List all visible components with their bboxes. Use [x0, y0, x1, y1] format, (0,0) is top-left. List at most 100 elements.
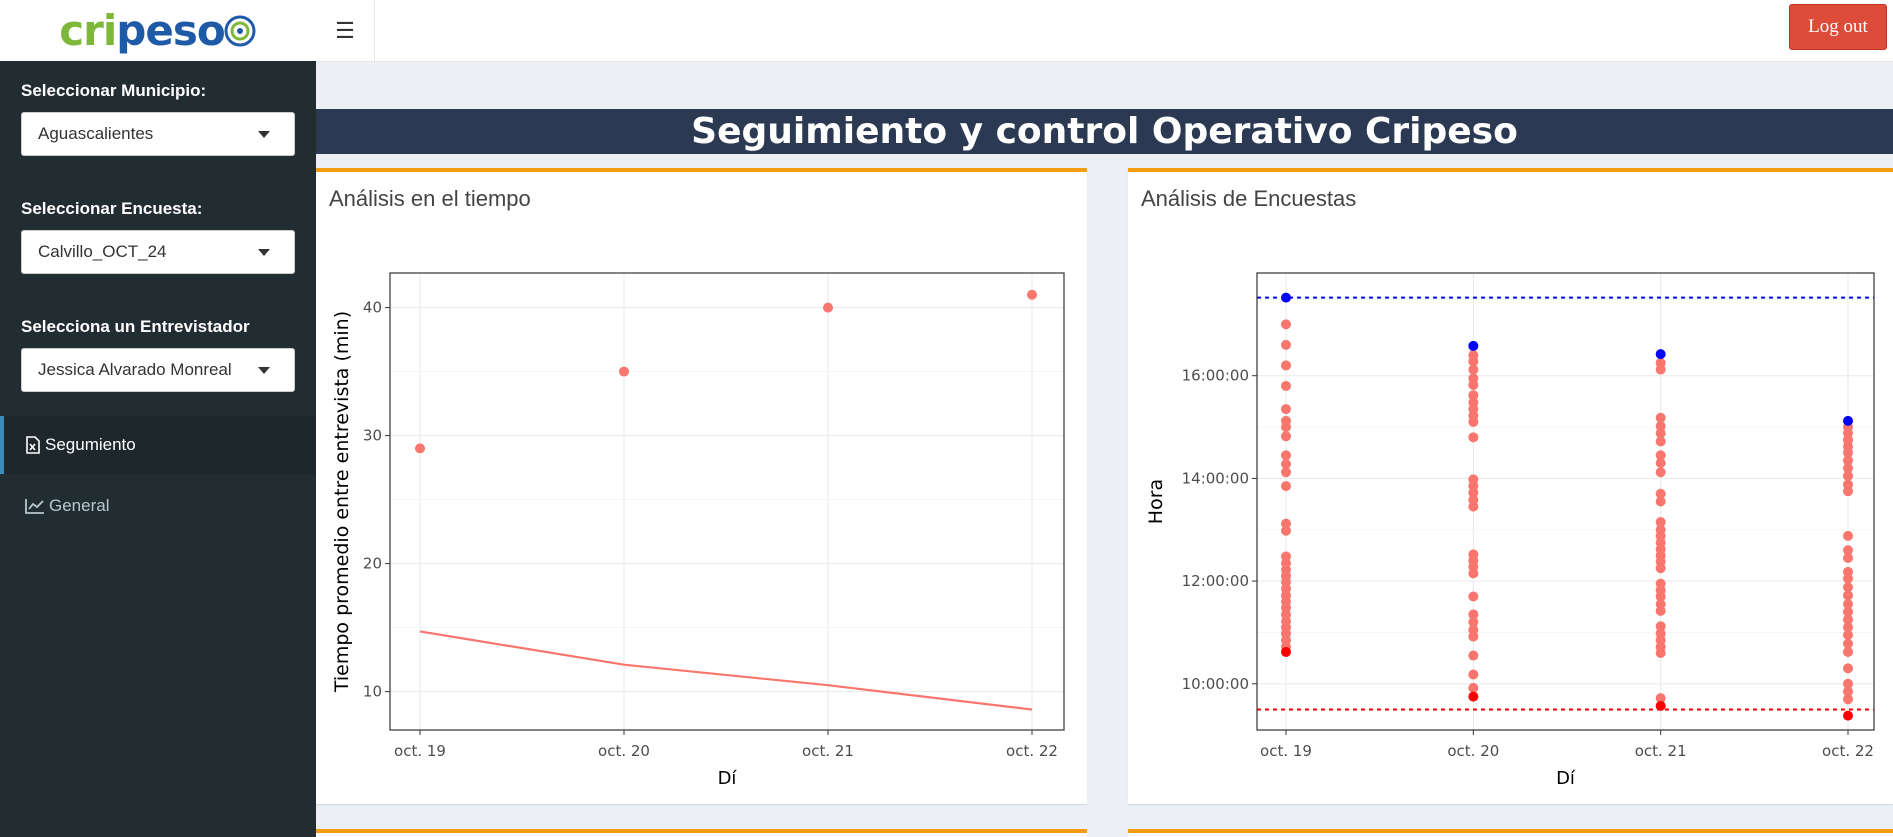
x-tick-label: oct. 19	[394, 742, 446, 760]
data-point	[1843, 455, 1853, 466]
data-point	[1843, 582, 1853, 593]
line-chart-icon	[25, 499, 44, 514]
data-point	[1843, 530, 1853, 541]
max-point	[1655, 349, 1666, 360]
entrevistador-label: Selecciona un Entrevistador	[21, 317, 250, 336]
top-navbar: ☰ Log out	[316, 0, 1893, 62]
data-point	[1468, 390, 1479, 401]
y-tick-label: 30	[363, 427, 382, 445]
data-point	[1468, 669, 1479, 680]
data-point	[1655, 428, 1666, 439]
y-axis-title: Hora	[1145, 479, 1167, 524]
hamburger-icon: ☰	[335, 17, 355, 43]
data-point	[1655, 621, 1666, 632]
data-point	[1655, 364, 1666, 375]
y-tick-label: 10	[363, 683, 382, 701]
data-point	[1655, 496, 1666, 507]
plot-border	[1256, 272, 1875, 731]
x-tick-label: oct. 20	[1447, 742, 1499, 760]
data-point	[1468, 356, 1479, 367]
data-point	[1281, 360, 1291, 371]
data-point	[1843, 630, 1853, 641]
logo-target-icon	[224, 15, 256, 46]
data-point	[1655, 693, 1666, 704]
y-tick-label: 10:00:00	[1182, 675, 1249, 693]
sidebar-item-segumiento[interactable]: Segumiento	[0, 416, 316, 474]
box-next-right	[1128, 829, 1893, 837]
entrevistador-value: Jessica Alvarado Monreal	[38, 360, 232, 379]
logout-button[interactable]: Log out	[1789, 4, 1887, 50]
box-time-analysis: Análisis en el tiempo 10 20 30 40 oct. 19 oct…	[316, 168, 1087, 804]
data-point	[1468, 631, 1479, 642]
page-title-bar: Seguimiento y control Operativo Cripeso	[316, 109, 1893, 154]
min-point	[1655, 700, 1666, 711]
x-axis-title: Dí	[718, 768, 738, 789]
data-point	[1843, 686, 1853, 697]
data-point	[1281, 431, 1291, 442]
data-point	[1468, 650, 1479, 661]
x-tick-label: oct. 21	[1635, 742, 1687, 760]
time-analysis-chart: 10 20 30 40 oct. 19 oct. 20 oct. 21 oct. 22 Dí Ti…	[331, 272, 1065, 789]
min-point	[1281, 646, 1291, 657]
data-point	[1281, 450, 1291, 461]
max-point	[1843, 415, 1853, 426]
data-point	[1655, 488, 1666, 499]
min-point	[1843, 710, 1853, 721]
x-tick-label: oct. 19	[1260, 742, 1312, 760]
data-point	[1281, 380, 1291, 391]
max-point	[1468, 340, 1479, 351]
data-point	[1468, 568, 1479, 579]
encuesta-value: Calvillo_OCT_24	[38, 242, 167, 261]
data-point	[1655, 457, 1666, 468]
data-point	[1281, 459, 1291, 470]
data-point	[1655, 467, 1666, 478]
data-point	[619, 366, 629, 377]
data-point	[1281, 404, 1291, 415]
data-point	[823, 302, 833, 313]
data-point	[1843, 463, 1853, 474]
data-point	[1468, 432, 1479, 443]
municipio-select[interactable]: Aguascalientes	[21, 112, 295, 156]
y-tick-label: 16:00:00	[1182, 367, 1249, 385]
data-point	[1843, 694, 1853, 705]
data-point	[1843, 646, 1853, 657]
y-tick-label: 14:00:00	[1182, 469, 1249, 487]
min-point	[1468, 691, 1479, 702]
municipio-label: Seleccionar Municipio:	[21, 81, 207, 100]
data-point	[1843, 573, 1853, 584]
sidebar-item-general[interactable]: General	[0, 477, 316, 535]
data-point	[1468, 617, 1479, 628]
entrevistador-select[interactable]: Jessica Alvarado Monreal	[21, 348, 295, 392]
data-point	[1843, 470, 1853, 481]
y-tick-label: 40	[363, 299, 382, 317]
data-point	[1843, 590, 1853, 601]
sidebar: Seleccionar Municipio: Aguascalientes Se…	[0, 61, 316, 837]
data-point	[1655, 517, 1666, 528]
logo: cripeso	[0, 0, 317, 61]
x-tick-label: oct. 21	[802, 742, 854, 760]
plot-panel	[1257, 273, 1874, 730]
plot-panel	[390, 273, 1064, 730]
encuesta-select[interactable]: Calvillo_OCT_24	[21, 230, 295, 274]
data-point	[1468, 591, 1479, 602]
data-point	[1843, 663, 1853, 674]
caret-down-icon	[258, 131, 270, 138]
data-point	[1281, 481, 1291, 492]
x-tick-label: oct. 20	[598, 742, 650, 760]
box-next-left	[316, 829, 1087, 837]
data-point	[1843, 552, 1853, 563]
data-point	[1468, 501, 1479, 512]
data-point	[1468, 416, 1479, 427]
x-tick-label: oct. 22	[1822, 742, 1874, 760]
logo-text-a: cri	[59, 6, 117, 55]
data-point	[1281, 518, 1291, 529]
y-tick-label: 20	[363, 555, 382, 573]
data-point	[1468, 487, 1479, 498]
data-point	[1468, 379, 1479, 390]
data-point	[1843, 614, 1853, 625]
sidebar-toggle-button[interactable]: ☰	[316, 0, 375, 61]
municipio-value: Aguascalientes	[38, 124, 154, 143]
logo-text-b: peso	[116, 6, 225, 55]
sidebar-item-label: Segumiento	[45, 435, 136, 454]
data-point	[1281, 467, 1291, 478]
